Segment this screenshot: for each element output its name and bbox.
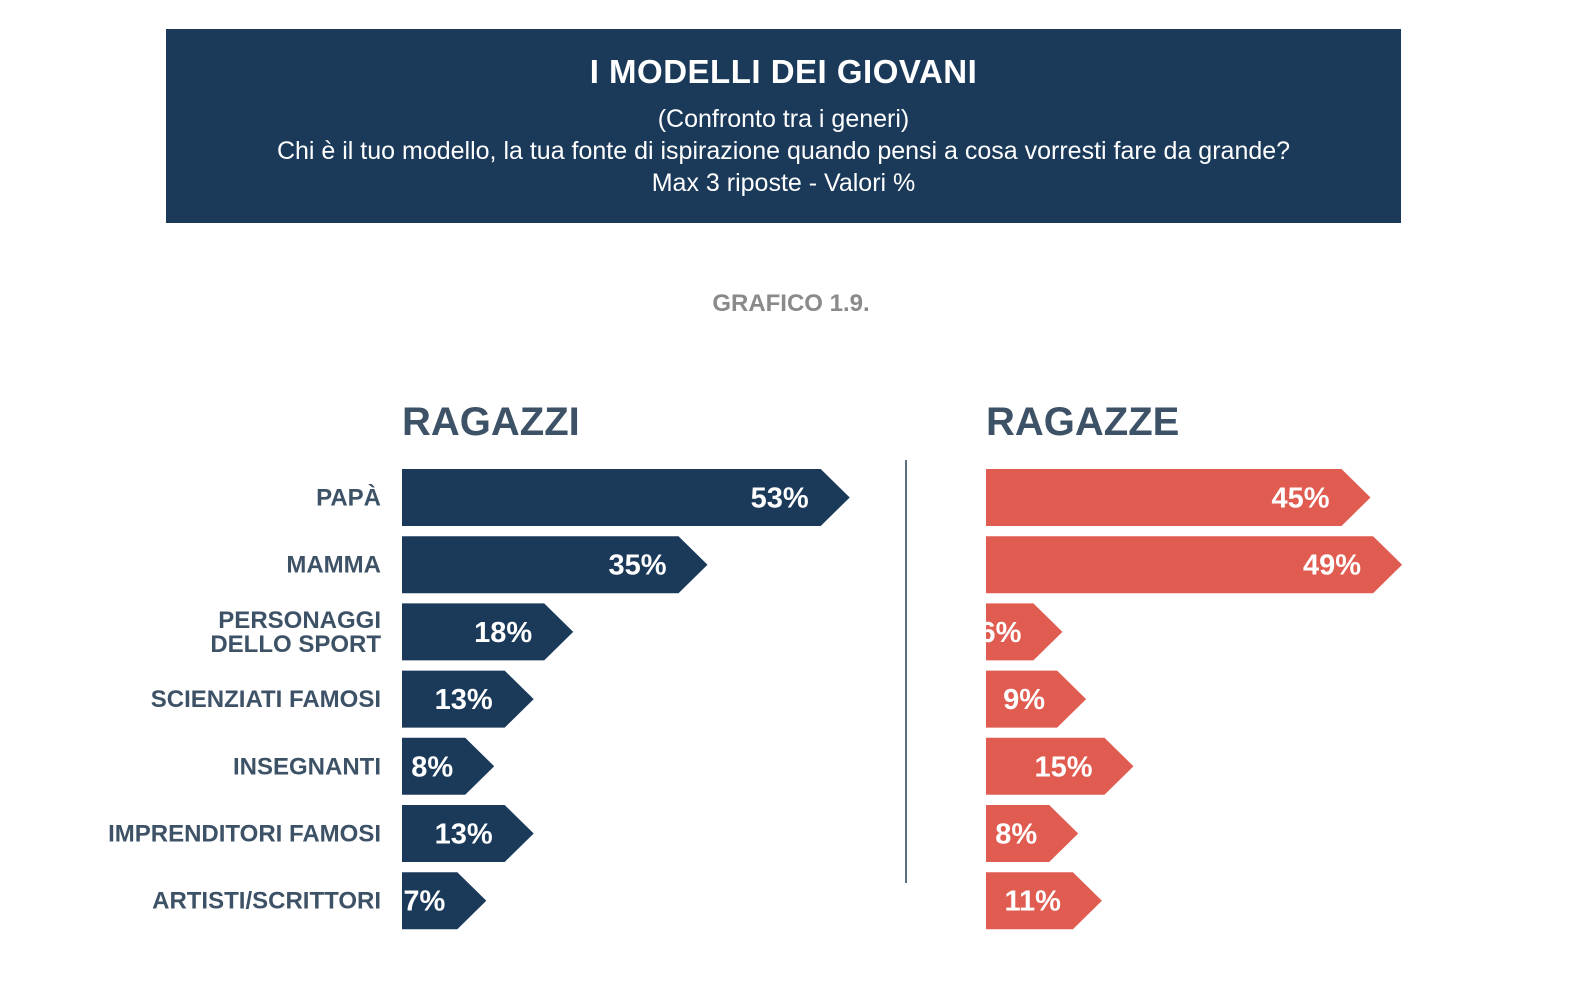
bar-value-label: 49% — [1303, 550, 1361, 582]
bar-ragazzi — [402, 805, 534, 862]
chart-subtitle-line-2: Chi è il tuo modello, la tua fonte di is… — [276, 137, 1291, 165]
category-label: SCIENZIATI FAMOSI — [151, 686, 381, 713]
bar-value-label: 53% — [751, 483, 809, 515]
chart-title: I MODELLI DEI GIOVANI — [589, 53, 978, 90]
grafico-label: GRAFICO 1.9. — [712, 290, 870, 317]
category-label: PERSONAGGI DELLO SPORT — [210, 607, 381, 658]
bar-value-label: 8% — [995, 819, 1037, 851]
bar-value-label: 7% — [403, 886, 445, 918]
bar-ragazze — [986, 872, 1102, 930]
group-title-ragazze: RAGAZZE — [986, 400, 1179, 444]
bar-value-label: 6% — [979, 617, 1021, 649]
category-label: INSEGNANTI — [233, 753, 381, 780]
bar-ragazzi — [402, 872, 487, 930]
bar-ragazze — [986, 805, 1079, 862]
group-title-ragazzi: RAGAZZI — [402, 400, 580, 444]
bar-value-label: 8% — [411, 751, 453, 783]
chart-header: I MODELLI DEI GIOVANI (Confronto tra i g… — [166, 29, 1401, 223]
chart-subtitle-line-1: (Confronto tra i generi) — [657, 105, 910, 133]
bar-value-label: 11% — [1004, 886, 1061, 918]
bar-ragazze — [986, 737, 1134, 795]
category-label: ARTISTI/SCRITTORI — [152, 888, 381, 915]
bar-ragazze — [986, 670, 1087, 728]
category-label: MAMMA — [286, 552, 381, 579]
bar-value-label: 18% — [474, 617, 532, 649]
bar-ragazzi — [402, 469, 850, 526]
bar-value-label: 45% — [1271, 483, 1329, 515]
bar-value-label: 13% — [435, 819, 493, 851]
bar-value-label: 13% — [435, 684, 493, 716]
bar-value-label: 9% — [1003, 684, 1045, 716]
bar-ragazzi — [402, 670, 534, 728]
bar-ragazze — [986, 469, 1371, 526]
category-label: PAPÀ — [316, 484, 381, 512]
bar-value-label: 35% — [608, 550, 666, 582]
bar-ragazze — [986, 536, 1403, 594]
category-label: IMPRENDITORI FAMOSI — [108, 821, 381, 848]
chart-subtitle-line-3: Max 3 riposte - Valori % — [651, 169, 916, 197]
bar-ragazzi — [402, 536, 708, 594]
bar-ragazzi — [402, 737, 495, 795]
bar-ragazzi — [402, 603, 574, 661]
bar-value-label: 15% — [1034, 751, 1092, 783]
bar-ragazze — [986, 603, 1063, 661]
